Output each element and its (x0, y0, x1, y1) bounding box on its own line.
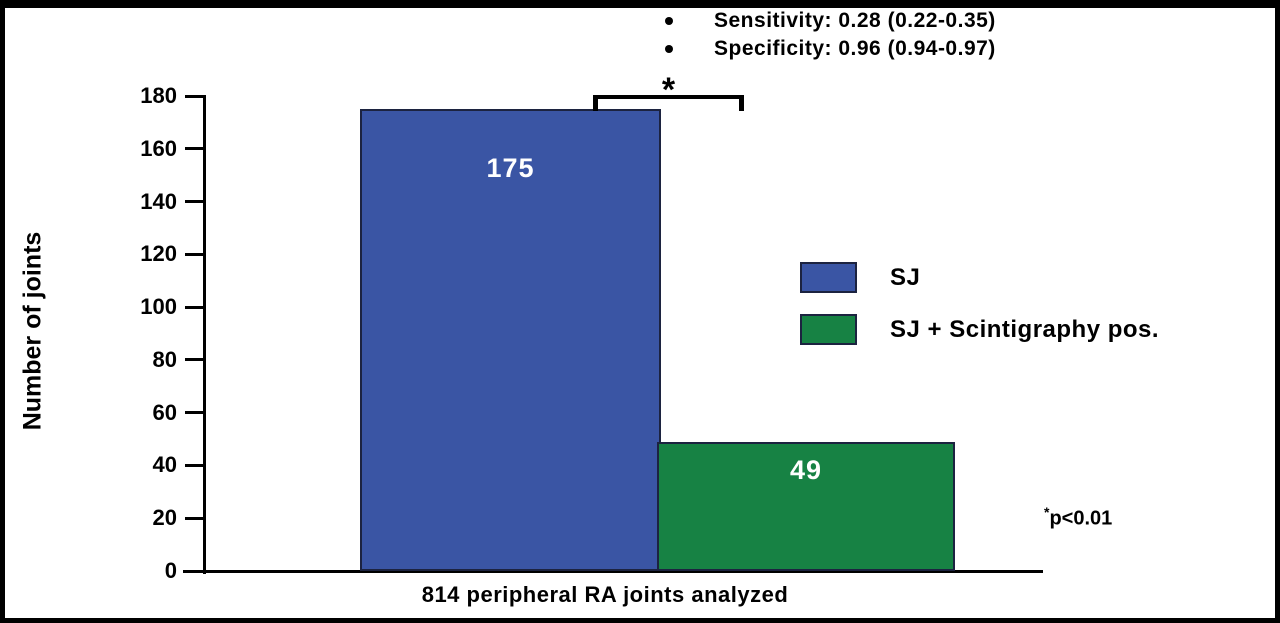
stats-bullet-list: Sensitivity: 0.28 (0.22-0.35) Specificit… (665, 7, 996, 63)
chart-legend: SJ SJ + Scintigraphy pos. (800, 262, 1159, 345)
y-tick-label: 20 (152, 505, 177, 531)
legend-item-sj-scintigraphy: SJ + Scintigraphy pos. (800, 314, 1159, 345)
legend-item-sj: SJ (800, 262, 1159, 293)
sensitivity-text: Sensitivity: 0.28 (0.22-0.35) (714, 9, 996, 32)
specificity-row: Specificity: 0.96 (0.94-0.97) (665, 35, 996, 63)
y-tick-mark (185, 463, 206, 467)
specificity-text: Specificity: 0.96 (0.94-0.97) (714, 37, 996, 60)
legend-label-sj: SJ (890, 263, 921, 291)
y-tick-label: 180 (140, 83, 177, 108)
x-axis-label: 814 peripheral RA joints analyzed (421, 582, 789, 607)
y-tick-mark (185, 569, 206, 573)
significance-bracket: * (593, 73, 744, 111)
y-tick-mark (185, 516, 206, 520)
legend-swatch-sj (800, 262, 857, 293)
footnote-star: * (1044, 504, 1050, 520)
bar-sj: 175 (360, 109, 661, 571)
y-tick-mark (185, 305, 206, 309)
bar-sj-scintigraphy-pos: 49 (657, 441, 955, 571)
y-axis-line (203, 95, 206, 574)
significance-star-marker: * (661, 71, 676, 109)
y-tick-mark (185, 147, 206, 151)
y-tick-label: 100 (140, 294, 177, 320)
bullet-icon (665, 45, 673, 53)
legend-label-scintigraphy: SJ + Scintigraphy pos. (890, 315, 1160, 343)
bullet-icon (665, 17, 673, 25)
y-tick-mark (185, 252, 206, 256)
x-axis-line (183, 570, 1043, 573)
y-tick-mark (185, 94, 206, 98)
y-tick-mark (185, 358, 206, 362)
y-tick-label: 40 (152, 452, 177, 478)
sensitivity-row: Sensitivity: 0.28 (0.22-0.35) (665, 7, 996, 35)
y-tick-label: 140 (140, 188, 177, 214)
y-axis-title: Number of joints (18, 231, 47, 431)
y-tick-label: 0 (164, 558, 177, 583)
legend-swatch-scintigraphy (800, 314, 857, 345)
bar-sj-value: 175 (486, 153, 535, 184)
footnote-text: p<0.01 (1049, 507, 1113, 530)
y-tick-label: 160 (140, 135, 177, 161)
y-tick-label: 60 (152, 399, 177, 425)
bar-scint-value: 49 (789, 454, 823, 485)
y-tick-mark (185, 200, 206, 204)
p-value-footnote: *p<0.01 (1044, 504, 1112, 531)
y-tick-label: 120 (140, 241, 177, 267)
y-tick-label: 80 (152, 346, 177, 372)
y-tick-mark (185, 411, 206, 415)
